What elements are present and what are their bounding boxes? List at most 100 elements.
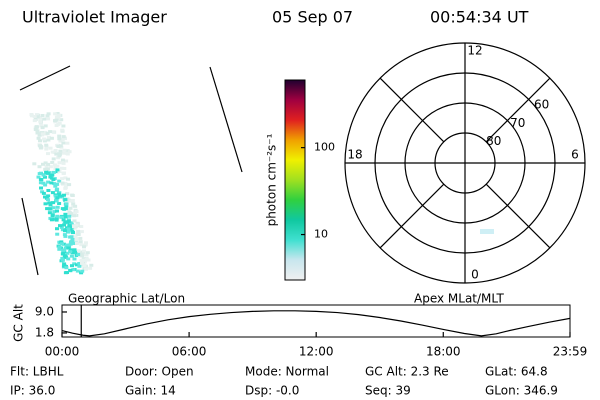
image-pixel [45, 114, 50, 118]
image-pixel [75, 241, 79, 245]
image-pixel [63, 234, 68, 238]
image-pixel [38, 139, 42, 143]
image-pixel [39, 171, 43, 175]
image-pixel [55, 196, 60, 200]
image-pixel [67, 183, 72, 187]
image-pixel [77, 262, 82, 266]
image-pixel [37, 133, 42, 137]
mlt-label: 0 [471, 268, 479, 282]
image-pixel [63, 215, 68, 219]
image-pixel [55, 232, 60, 236]
image-pixel [65, 243, 70, 247]
image-pixel [46, 112, 51, 116]
image-pixel [50, 214, 55, 218]
image-pixel [51, 170, 56, 174]
image-pixel [63, 198, 68, 202]
image-pixel [63, 176, 68, 180]
image-pixel [59, 240, 64, 244]
mlt-line [485, 183, 551, 249]
image-pixel [64, 266, 69, 270]
image-pixel [42, 139, 47, 143]
image-pixel [65, 152, 70, 156]
colorbar-tick-label: 100 [314, 141, 335, 154]
image-pixel [80, 261, 84, 265]
image-pixel [60, 258, 65, 262]
image-pixel [51, 201, 56, 205]
image-pixel [79, 254, 84, 258]
image-pixel [58, 139, 63, 143]
x-tick-label: 23:59 [553, 345, 588, 359]
image-pixel [57, 179, 62, 183]
x-tick-label: 06:00 [172, 345, 207, 359]
image-pixel [51, 178, 56, 181]
image-pixel [45, 131, 50, 135]
image-pixel [54, 152, 59, 156]
image-pixel [55, 112, 60, 115]
status-field: GLat: 64.8 [485, 365, 548, 379]
image-pixel [57, 154, 62, 158]
image-pixel [50, 161, 55, 164]
image-pixel [61, 161, 66, 165]
image-pixel [83, 253, 88, 257]
status-field: Dsp: -0.0 [245, 384, 299, 398]
image-pixel [76, 229, 81, 233]
image-pixel [51, 130, 56, 134]
image-pixel [50, 150, 55, 154]
image-pixel [57, 192, 61, 196]
image-pixel [29, 114, 34, 118]
image-pixel [62, 262, 67, 266]
image-pixel [88, 266, 93, 270]
image-pixel [64, 204, 69, 208]
x-tick-label: 18:00 [426, 345, 461, 359]
image-pixel [58, 144, 63, 148]
colorbar-tick-label: 10 [314, 228, 328, 241]
image-pixel [63, 186, 68, 189]
image-pixel [73, 250, 77, 254]
image-pixel [46, 171, 51, 175]
image-pixel [43, 130, 48, 134]
image-pixel [55, 209, 59, 213]
image-pixel [70, 239, 75, 243]
image-pixel [73, 211, 77, 215]
image-pixel [56, 145, 61, 148]
edge-line [21, 197, 39, 276]
y-axis-label: GC Alt [12, 304, 26, 342]
image-pixel [49, 136, 54, 140]
image-pixel [52, 210, 57, 214]
image-pixel [36, 175, 41, 179]
image-pixel [77, 264, 82, 268]
time: 00:54:34 UT [430, 8, 529, 27]
image-pixel [70, 230, 75, 234]
image-pixel [39, 124, 44, 128]
image-pixel [57, 161, 62, 165]
image-pixel [41, 173, 46, 177]
image-pixel [57, 134, 62, 138]
image-pixel [74, 223, 79, 227]
image-pixel [38, 181, 43, 185]
image-pixel [60, 194, 65, 198]
mlt-label: 18 [347, 148, 362, 162]
image-pixel [54, 118, 59, 122]
image-pixel [43, 183, 48, 187]
image-pixel [79, 230, 84, 234]
image-pixel [53, 184, 58, 188]
image-pixel [55, 170, 60, 174]
image-pixel [55, 182, 60, 186]
image-pixel [54, 216, 59, 220]
image-pixel [54, 218, 59, 222]
image-pixel [64, 159, 69, 163]
mlt-line [485, 77, 551, 143]
status-field: Door: Open [125, 365, 194, 379]
image-pixel [41, 191, 46, 195]
image-pixel [79, 243, 84, 247]
image-pixel [60, 181, 65, 185]
image-pixel [67, 224, 72, 228]
image-pixel [40, 190, 45, 194]
image-pixel [68, 235, 73, 239]
image-pixel [63, 137, 67, 141]
date: 05 Sep 07 [272, 8, 353, 27]
image-pixel [38, 144, 43, 148]
image-pixel [64, 202, 69, 206]
image-pixel [42, 117, 47, 121]
